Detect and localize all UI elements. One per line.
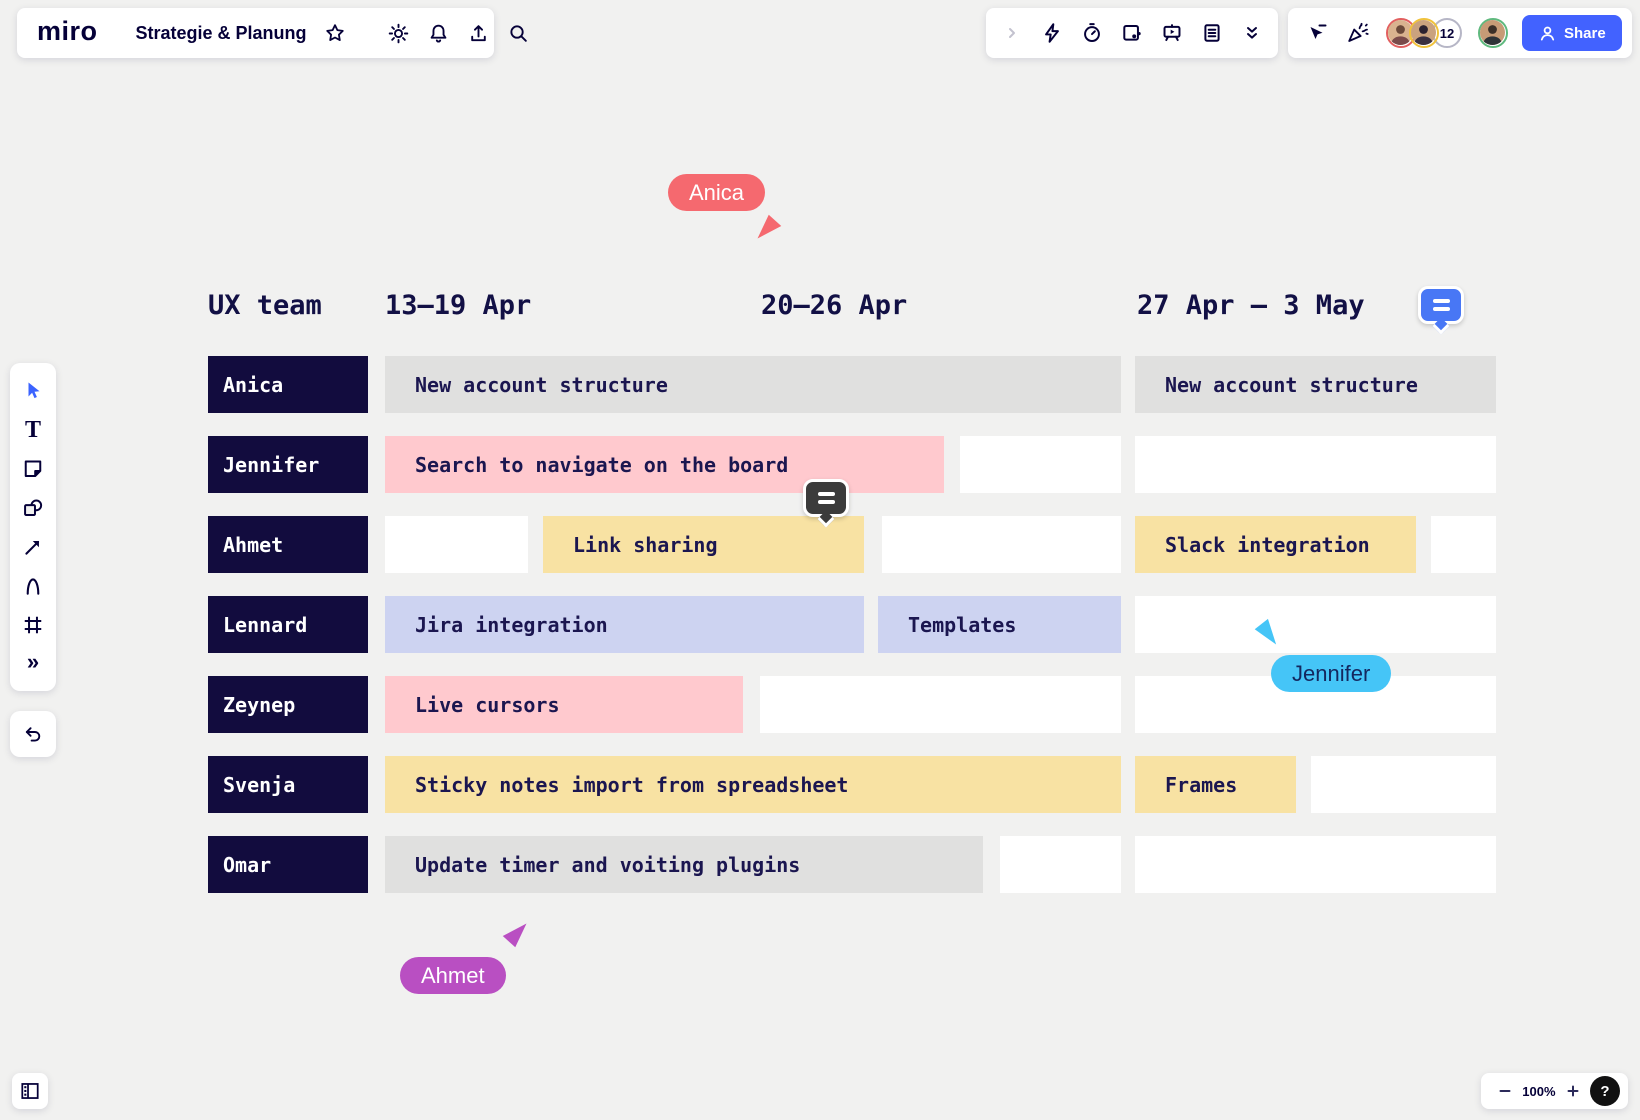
collaborator-cursor-label: Ahmet <box>400 957 506 994</box>
share-button[interactable]: Share <box>1522 15 1622 51</box>
task-bar[interactable]: New account structure <box>385 356 1121 413</box>
zoom-controls: 100% ? <box>1481 1073 1628 1109</box>
zoom-out-button[interactable] <box>1493 1075 1517 1107</box>
collaborator-cursor-arrow <box>755 211 785 241</box>
empty-cell[interactable] <box>1135 436 1496 493</box>
arrow-tool-icon[interactable] <box>17 531 49 563</box>
notes-icon[interactable] <box>1196 17 1228 49</box>
undo-icon[interactable] <box>17 718 49 750</box>
row-label[interactable]: Lennard <box>208 596 368 653</box>
empty-cell[interactable] <box>882 516 1121 573</box>
task-bar[interactable]: New account structure <box>1135 356 1496 413</box>
pen-tool-icon[interactable] <box>17 570 49 602</box>
more-tools-icon[interactable]: » <box>26 648 40 674</box>
feature-toolbar <box>986 8 1278 58</box>
collaborator-cursor-label: Jennifer <box>1271 655 1392 692</box>
comment-marker-blue[interactable] <box>1418 286 1464 335</box>
comment-marker-dark[interactable] <box>803 479 849 528</box>
collapse-chevrons-icon[interactable] <box>1236 17 1268 49</box>
search-icon[interactable] <box>503 17 535 49</box>
row-label[interactable]: Omar <box>208 836 368 893</box>
empty-cell[interactable] <box>1311 756 1496 813</box>
frames-panel-button[interactable] <box>12 1073 48 1109</box>
undo-panel <box>10 711 56 757</box>
frame-tool-icon[interactable] <box>17 609 49 641</box>
task-bar[interactable]: Update timer and voiting plugins <box>385 836 983 893</box>
row-label[interactable]: Zeynep <box>208 676 368 733</box>
avatar[interactable] <box>1409 18 1439 48</box>
zoom-in-button[interactable] <box>1561 1075 1585 1107</box>
task-bar[interactable]: Frames <box>1135 756 1296 813</box>
hide-cursors-icon[interactable] <box>1302 17 1334 49</box>
row-label[interactable]: Ahmet <box>208 516 368 573</box>
presentation-icon[interactable] <box>1156 17 1188 49</box>
timer-icon[interactable] <box>1076 17 1108 49</box>
settings-icon[interactable] <box>383 17 415 49</box>
task-bar[interactable]: Templates <box>878 596 1121 653</box>
column-header[interactable]: UX team <box>208 290 322 321</box>
star-icon[interactable] <box>319 17 351 49</box>
collaborator-cursor-arrow <box>499 921 529 951</box>
export-icon[interactable] <box>463 17 495 49</box>
empty-cell[interactable] <box>385 516 528 573</box>
share-label: Share <box>1564 24 1606 42</box>
empty-cell[interactable] <box>1431 516 1496 573</box>
empty-cell[interactable] <box>760 676 1121 733</box>
column-header[interactable]: 13–19 Apr <box>385 290 532 321</box>
task-bar[interactable]: Sticky notes import from spreadsheet <box>385 756 1121 813</box>
task-bar[interactable]: Link sharing <box>543 516 864 573</box>
task-bar[interactable]: Jira integration <box>385 596 864 653</box>
current-user-avatar[interactable] <box>1478 18 1508 48</box>
celebrate-icon[interactable] <box>1342 17 1374 49</box>
task-bar[interactable]: Live cursors <box>385 676 743 733</box>
column-header[interactable]: 20–26 Apr <box>761 290 908 321</box>
collaborator-cursor-label: Anica <box>668 174 766 211</box>
app-header: miro Strategie & Planung <box>17 8 527 58</box>
presence-toolbar: 12 Share <box>1288 8 1632 58</box>
column-header[interactable]: 27 Apr – 3 May <box>1137 290 1365 321</box>
task-bar[interactable]: Search to navigate on the board <box>385 436 944 493</box>
row-label[interactable]: Jennifer <box>208 436 368 493</box>
row-label[interactable]: Anica <box>208 356 368 413</box>
select-tool-icon[interactable] <box>17 375 49 407</box>
collaborator-cursor-arrow <box>1249 613 1284 648</box>
task-bar[interactable]: Slack integration <box>1135 516 1416 573</box>
empty-cell[interactable] <box>960 436 1121 493</box>
notifications-icon[interactable] <box>423 17 455 49</box>
empty-cell[interactable] <box>1000 836 1121 893</box>
miro-logo[interactable]: miro <box>37 16 98 46</box>
creation-toolbar: T » <box>10 363 56 691</box>
row-label[interactable]: Svenja <box>208 756 368 813</box>
empty-cell[interactable] <box>1135 596 1496 653</box>
board-title[interactable]: Strategie & Planung <box>135 22 307 43</box>
help-button[interactable]: ? <box>1590 1076 1620 1106</box>
reactions-icon[interactable] <box>1036 17 1068 49</box>
shapes-tool-icon[interactable] <box>17 492 49 524</box>
sticky-note-tool-icon[interactable] <box>17 453 49 485</box>
expand-chevron-icon[interactable] <box>996 17 1028 49</box>
media-icon[interactable] <box>1116 17 1148 49</box>
text-tool-icon[interactable]: T <box>24 416 41 443</box>
share-person-icon <box>1538 24 1556 42</box>
zoom-level[interactable]: 100% <box>1522 1083 1556 1099</box>
empty-cell[interactable] <box>1135 836 1496 893</box>
